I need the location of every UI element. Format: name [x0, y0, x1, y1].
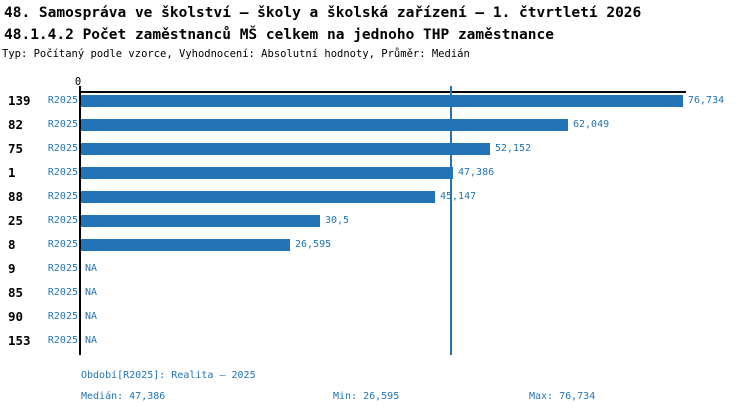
- row-category-label: 8: [8, 237, 16, 252]
- chart-row: 1 R2025 47,386: [0, 165, 750, 180]
- chart-row: 85 R2025 NA: [0, 285, 750, 300]
- row-category-label: 1: [8, 165, 16, 180]
- na-value-label: NA: [85, 311, 98, 322]
- na-value-label: NA: [85, 335, 98, 346]
- row-period-label: R2025: [47, 215, 78, 226]
- na-value-label: NA: [85, 263, 98, 274]
- row-period-label: R2025: [47, 119, 78, 130]
- chart-row: 139 R2025 76,734: [0, 93, 750, 108]
- chart-row: 75 R2025 52,152: [0, 141, 750, 156]
- bar-value-label: 30,5: [325, 215, 350, 226]
- bar: [81, 143, 490, 155]
- na-value-label: NA: [85, 287, 98, 298]
- row-category-label: 88: [8, 189, 24, 204]
- y-axis-line: [79, 86, 81, 355]
- row-period-label: R2025: [47, 287, 78, 298]
- x-axis-line: [80, 91, 686, 93]
- bar-value-label: 76,734: [688, 95, 725, 106]
- bar-value-label: 45,147: [440, 191, 477, 202]
- row-category-label: 75: [8, 141, 24, 156]
- row-category-label: 82: [8, 117, 24, 132]
- chart-row: 9 R2025 NA: [0, 261, 750, 276]
- row-period-label: R2025: [47, 311, 78, 322]
- footer-max-value: Max: 76,734: [529, 391, 596, 402]
- chart-row: 88 R2025 45,147: [0, 189, 750, 204]
- footer-median-value: Medián: 47,386: [81, 391, 166, 402]
- bar: [81, 239, 290, 251]
- plot-area: 0 139 R2025 76,734 82 R2025 62,049 75 R2025 52,1…: [0, 76, 750, 360]
- footer-min-value: Min: 26,595: [333, 391, 400, 402]
- row-period-label: R2025: [47, 167, 78, 178]
- chart-subtitle: Typ: Počítaný podle vzorce, Vyhodnocení:…: [2, 48, 470, 60]
- x-axis-zero-tick-label: 0: [74, 76, 82, 88]
- bar-value-label: 52,152: [495, 143, 532, 154]
- row-period-label: R2025: [47, 239, 78, 250]
- row-period-label: R2025: [47, 95, 78, 106]
- row-category-label: 9: [8, 261, 16, 276]
- chart-title-line2: 48.1.4.2 Počet zaměstnanců MŠ celkem na …: [4, 27, 554, 43]
- bar-value-label: 47,386: [458, 167, 495, 178]
- row-category-label: 25: [8, 213, 24, 228]
- row-category-label: 90: [8, 309, 24, 324]
- row-period-label: R2025: [47, 263, 78, 274]
- chart-row: 153 R2025 NA: [0, 333, 750, 348]
- row-category-label: 139: [8, 93, 31, 108]
- bar: [81, 95, 683, 107]
- median-reference-line: [450, 86, 452, 355]
- row-period-label: R2025: [47, 191, 78, 202]
- chart-row: 25 R2025 30,5: [0, 213, 750, 228]
- footer-period-info: Období[R2025]: Realita – 2025: [81, 370, 256, 381]
- bar: [81, 191, 435, 203]
- bar-value-label: 26,595: [295, 239, 332, 250]
- bar-value-label: 62,049: [573, 119, 610, 130]
- row-category-label: 85: [8, 285, 24, 300]
- row-period-label: R2025: [47, 335, 78, 346]
- row-period-label: R2025: [47, 143, 78, 154]
- chart-row: 8 R2025 26,595: [0, 237, 750, 252]
- row-category-label: 153: [8, 333, 31, 348]
- bar: [81, 167, 453, 179]
- chart-title-line1: 48. Samospráva ve školství – školy a ško…: [4, 5, 642, 21]
- chart-row: 82 R2025 62,049: [0, 117, 750, 132]
- bar: [81, 119, 568, 131]
- chart-row: 90 R2025 NA: [0, 309, 750, 324]
- bar: [81, 215, 320, 227]
